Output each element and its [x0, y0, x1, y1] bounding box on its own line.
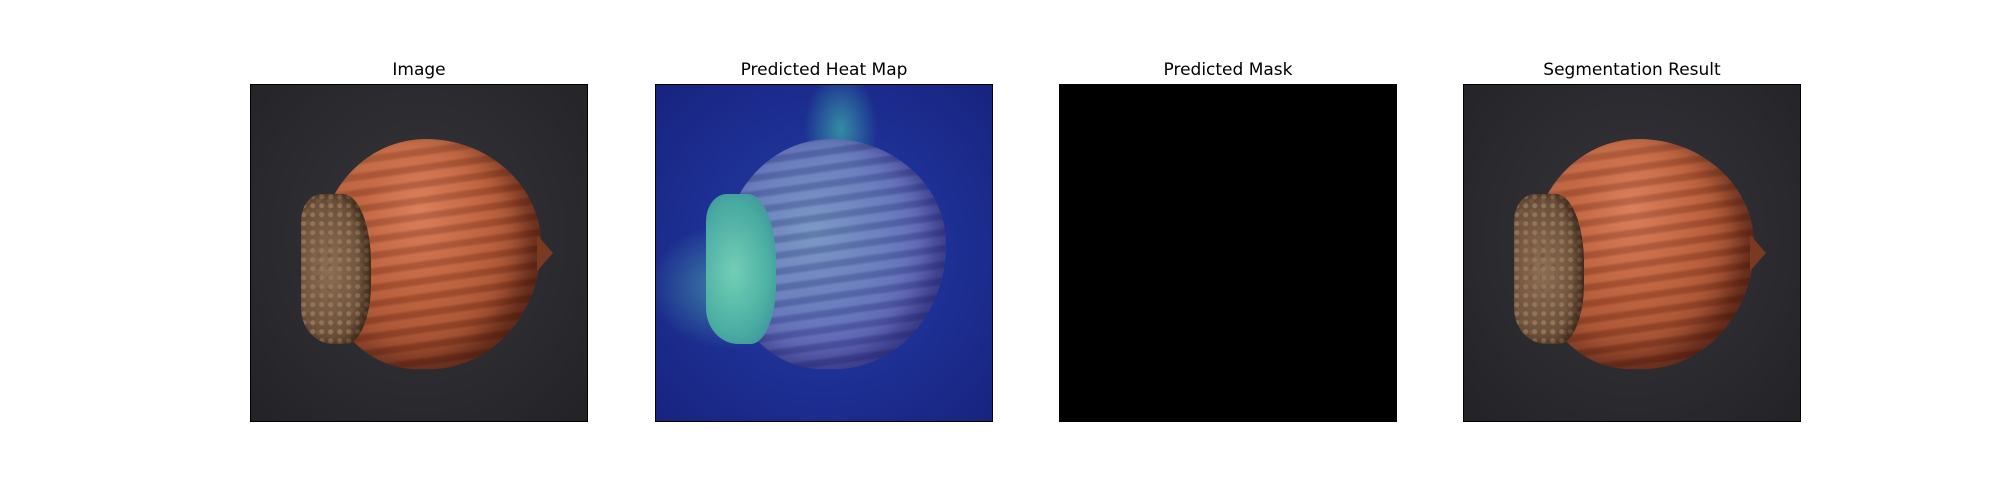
original-image [250, 84, 588, 422]
hazelnut-tip [537, 235, 553, 271]
heatmap-panel-title: Predicted Heat Map [740, 60, 908, 80]
predicted-heat-map [655, 84, 993, 422]
mask-panel: Predicted Mask [1059, 57, 1397, 422]
hazelnut [301, 139, 553, 369]
image-panel-title: Image [392, 60, 446, 80]
image-panel: Image [250, 57, 588, 422]
heatmap-hazelnut [706, 139, 946, 369]
mask-panel-title: Predicted Mask [1163, 60, 1293, 80]
segmentation-panel: Segmentation Result [1463, 57, 1801, 422]
heatmap-hazelnut-base [706, 194, 776, 344]
mask-fill [1060, 85, 1396, 421]
hazelnut-base [301, 194, 371, 344]
segmentation-panel-title: Segmentation Result [1543, 60, 1721, 80]
segmentation-result [1463, 84, 1801, 422]
segmentation-hazelnut-base [1514, 194, 1584, 344]
segmentation-hazelnut-tip [1750, 235, 1766, 271]
heatmap-panel: Predicted Heat Map [655, 57, 993, 422]
predicted-mask [1059, 84, 1397, 422]
segmentation-hazelnut [1514, 139, 1766, 369]
